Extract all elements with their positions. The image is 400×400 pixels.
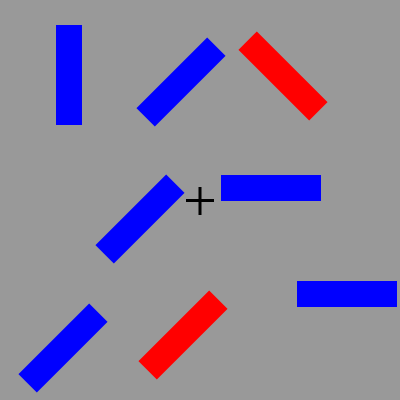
blue-bar-6 — [297, 281, 397, 307]
blue-bar-5 — [221, 175, 321, 201]
fixation-cross-icon — [186, 187, 214, 215]
red-bar-8 — [138, 290, 228, 380]
blue-bar-7 — [18, 303, 108, 393]
blue-bar-2 — [136, 37, 226, 127]
red-bar-3 — [238, 31, 328, 121]
fixation-cross-vertical — [198, 187, 202, 215]
blue-bar-4 — [95, 174, 185, 264]
blue-bar-1 — [56, 25, 82, 125]
